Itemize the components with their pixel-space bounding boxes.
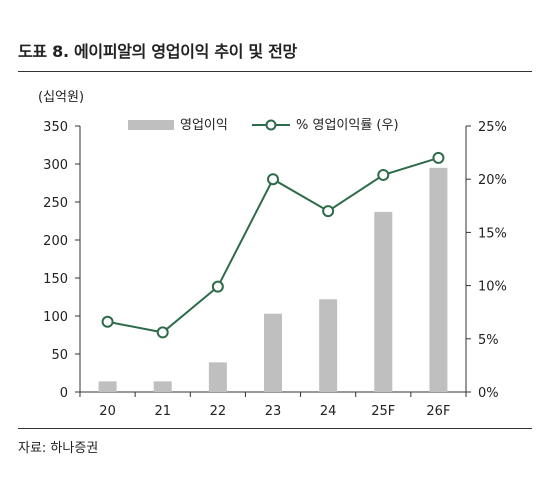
margin-point-26F <box>432 151 445 164</box>
x-tick-label: 24 <box>320 404 337 419</box>
title-divider <box>18 71 532 72</box>
left-tick-label: 300 <box>43 158 68 173</box>
bar-26F <box>429 167 448 392</box>
left-tick-label: 350 <box>43 120 68 135</box>
bar-24 <box>319 299 338 392</box>
left-tick-label: 100 <box>43 310 68 325</box>
x-tick-label: 25F <box>371 404 395 419</box>
legend-bar-swatch <box>128 120 174 130</box>
left-tick-label: 200 <box>43 234 68 249</box>
legend: 영업이익 % 영업이익률 (우) <box>128 118 399 133</box>
legend-line-marker <box>265 119 277 131</box>
bar-25F <box>374 211 393 392</box>
legend-bar-label: 영업이익 <box>180 118 228 133</box>
margin-point-23 <box>267 173 279 186</box>
right-tick-label: 0% <box>478 386 499 401</box>
bar-21 <box>153 381 172 392</box>
margin-point-24 <box>322 205 335 218</box>
left-tick-label: 0 <box>60 386 68 401</box>
margin-point-22 <box>211 280 224 293</box>
bar-20 <box>98 381 117 392</box>
margin-point-20 <box>101 315 114 328</box>
bars <box>98 167 448 392</box>
x-tick-label: 21 <box>154 404 171 419</box>
bar-23 <box>264 313 282 392</box>
x-tick-label: 22 <box>210 404 227 419</box>
bar-22 <box>208 362 227 392</box>
right-tick-label: 20% <box>478 173 507 188</box>
margin-line <box>101 151 445 339</box>
x-tick-label: 26F <box>426 404 450 419</box>
figure-title: 도표 8. 에이피알의 영업이익 추이 및 전망 <box>18 42 297 61</box>
right-tick-label: 25% <box>478 120 507 135</box>
left-axis-unit-label: (십억원) <box>38 90 84 105</box>
legend-line-label: % 영업이익률 (우) <box>296 118 399 133</box>
right-tick-label: 10% <box>478 280 507 295</box>
right-tick-label: 15% <box>478 226 507 241</box>
margin-point-25F <box>377 168 390 181</box>
source-note: 자료: 하나증권 <box>18 441 99 456</box>
right-tick-label: 5% <box>478 333 499 348</box>
source-divider <box>18 428 532 429</box>
left-tick-label: 50 <box>51 348 68 363</box>
margin-point-21 <box>156 326 169 339</box>
left-tick-label: 250 <box>43 196 68 211</box>
x-tick-label: 23 <box>265 404 282 419</box>
left-tick-label: 150 <box>43 272 68 287</box>
x-tick-label: 20 <box>99 404 116 419</box>
axes: 0 50 100 150 200 250 300 350 0% 5% 10% 15% 20% 25% 20 2… <box>43 120 507 419</box>
